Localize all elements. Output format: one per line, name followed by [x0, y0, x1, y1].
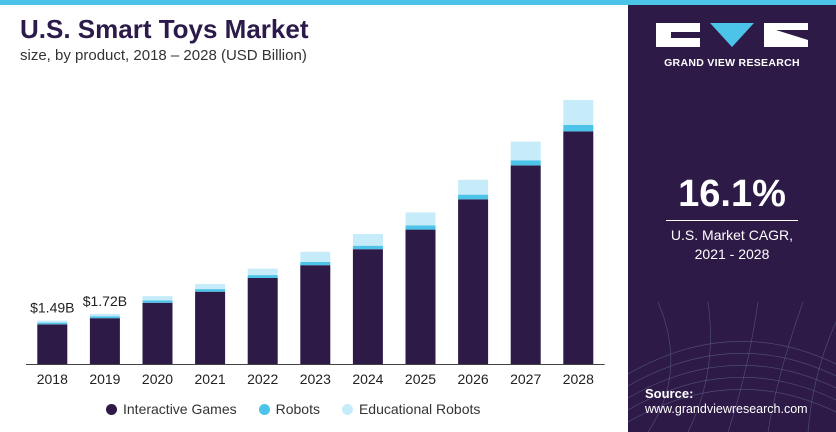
cagr-label-line1: U.S. Market CAGR,: [670, 227, 794, 243]
bar-educational-robots-2022: [247, 268, 278, 276]
bar-interactive-games-2028: [563, 131, 594, 364]
bar-educational-robots-2019: [89, 313, 120, 317]
bar-robots-2026: [458, 194, 489, 200]
bar-robots-2027: [510, 160, 541, 166]
cagr-value: 16.1%: [678, 173, 786, 215]
x-tick-label-2027: 2027: [510, 371, 541, 387]
chart-title: U.S. Smart Toys Market: [20, 14, 309, 44]
bar-educational-robots-2025: [405, 212, 436, 226]
data-label-2019: $1.72B: [83, 293, 127, 309]
bar-interactive-games-2020: [142, 302, 173, 364]
bar-interactive-games-2026: [458, 199, 489, 364]
data-label-2018: $1.49B: [30, 300, 74, 316]
chart-legend: Interactive Games Robots Educational Rob…: [106, 399, 480, 419]
legend-item-educational-robots: Educational Robots: [341, 401, 481, 417]
mesh-graphic: [628, 302, 836, 432]
bar-educational-robots-2023: [300, 251, 331, 262]
chart-subtitle: size, by product, 2018 – 2028 (USD Billi…: [20, 47, 307, 64]
source-label: Source:: [645, 386, 694, 401]
x-tick-label-2020: 2020: [142, 371, 173, 387]
side-panel: GRAND VIEW RESEARCH 16.1% U.S. Market CA…: [628, 5, 836, 432]
bar-robots-2022: [247, 275, 278, 278]
bar-interactive-games-2022: [247, 278, 278, 364]
bar-interactive-games-2021: [195, 291, 226, 364]
x-tick-label-2019: 2019: [89, 371, 120, 387]
bar-educational-robots-2020: [142, 296, 173, 301]
x-tick-label-2021: 2021: [195, 371, 226, 387]
x-tick-label-2022: 2022: [247, 371, 278, 387]
bar-interactive-games-2018: [37, 324, 68, 364]
bar-robots-2021: [195, 289, 226, 292]
legend-item-robots: Robots: [258, 401, 320, 417]
bar-robots-2024: [352, 245, 383, 250]
legend-swatch-interactive-games: [106, 403, 117, 415]
bar-educational-robots-2021: [195, 284, 226, 290]
bar-interactive-games-2019: [89, 318, 120, 364]
bar-educational-robots-2026: [458, 179, 489, 195]
bar-robots-2023: [300, 262, 331, 266]
cagr-label-line2: 2021 - 2028: [694, 246, 770, 262]
bar-robots-2028: [563, 125, 594, 132]
brand-name: GRAND VIEW RESEARCH: [664, 57, 800, 69]
bar-educational-robots-2018: [37, 320, 68, 323]
stacked-bar-chart: 2018 $1.49B 2019 $1.72B 2020 2021 2022 2023 2024…: [26, 99, 605, 387]
x-tick-label-2018: 2018: [37, 371, 68, 387]
bar-robots-2018: [37, 322, 68, 325]
source-url: www.grandviewresearch.com: [645, 402, 808, 416]
legend-label-interactive-games: Interactive Games: [123, 401, 237, 417]
brand-logo: [656, 23, 808, 47]
bar-robots-2019: [89, 316, 120, 319]
x-tick-label-2028: 2028: [563, 371, 594, 387]
bar-educational-robots-2024: [352, 234, 383, 246]
bar-interactive-games-2024: [352, 249, 383, 364]
bar-educational-robots-2027: [510, 141, 541, 161]
legend-swatch-robots: [258, 403, 270, 415]
x-tick-label-2026: 2026: [458, 371, 489, 387]
cagr-label: U.S. Market CAGR, 2021 - 2028: [628, 226, 836, 264]
bar-interactive-games-2023: [300, 265, 331, 364]
legend-label-robots: Robots: [275, 401, 320, 417]
cagr-divider: [666, 220, 798, 221]
x-tick-label-2023: 2023: [300, 371, 331, 387]
x-tick-label-2025: 2025: [405, 371, 436, 387]
x-tick-label-2024: 2024: [352, 371, 383, 387]
legend-item-interactive-games: Interactive Games: [106, 401, 237, 417]
bar-interactive-games-2025: [405, 229, 436, 364]
bar-interactive-games-2027: [510, 165, 541, 364]
bar-robots-2025: [405, 225, 436, 230]
legend-label-educational-robots: Educational Robots: [358, 401, 481, 417]
bar-robots-2020: [142, 300, 173, 303]
bar-educational-robots-2028: [563, 99, 594, 125]
legend-swatch-educational-robots: [341, 403, 353, 415]
top-accent-strip: [0, 0, 836, 5]
